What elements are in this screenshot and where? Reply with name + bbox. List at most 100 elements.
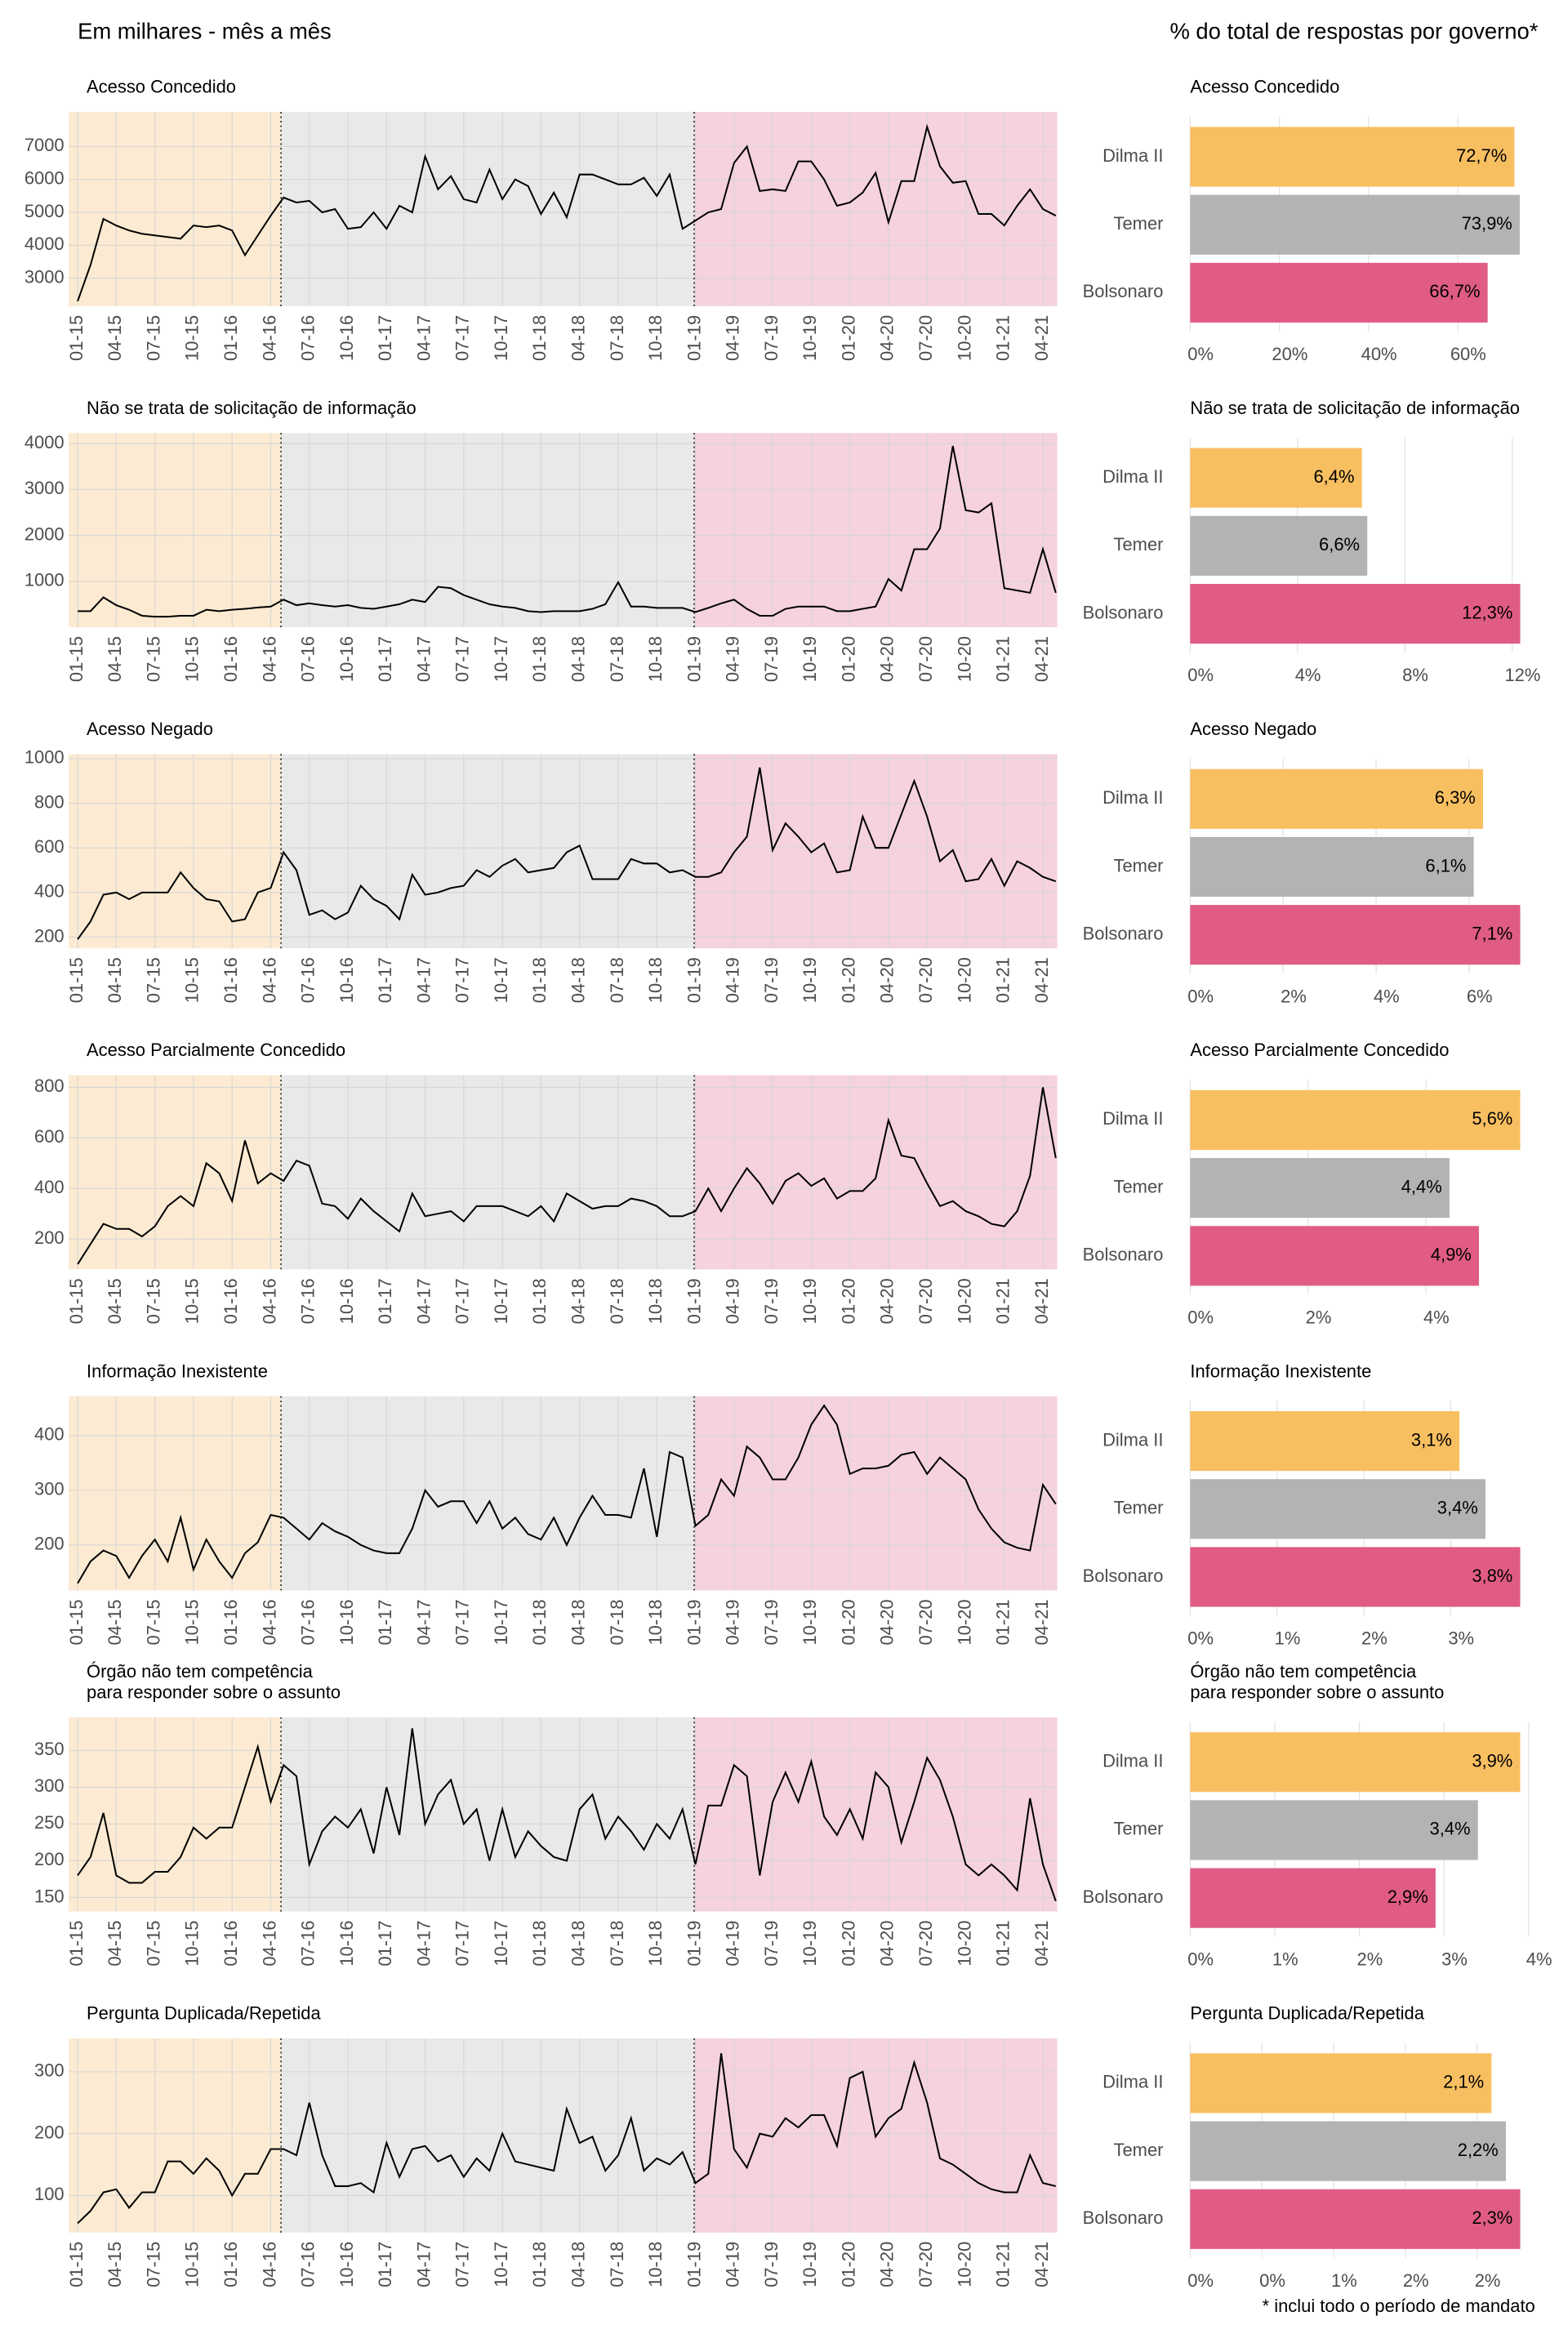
period-background xyxy=(281,1396,694,1591)
x-tick-label: 20% xyxy=(1272,344,1307,364)
x-tick-label: 01-17 xyxy=(375,1599,395,1645)
x-tick-label: 07-19 xyxy=(761,1921,782,1967)
x-tick-label: 01-19 xyxy=(684,1921,704,1967)
category-label: Temer xyxy=(1114,1498,1164,1518)
y-tick-label: 4000 xyxy=(24,432,65,452)
x-tick-label: 04-17 xyxy=(413,957,434,1003)
period-background xyxy=(69,433,282,627)
x-tick-label: 10-17 xyxy=(491,957,511,1003)
x-tick-label: 10-17 xyxy=(491,2242,511,2287)
y-tick-label: 7000 xyxy=(24,135,65,155)
x-tick-label: 0% xyxy=(1187,986,1214,1006)
x-tick-label: 01-19 xyxy=(684,315,704,361)
category-label: Dilma II xyxy=(1102,1429,1163,1450)
x-tick-label: 04-16 xyxy=(259,636,279,682)
bar xyxy=(1190,262,1488,323)
x-tick-label: 10-16 xyxy=(336,1921,357,1967)
x-tick-label: 1% xyxy=(1272,1949,1298,1970)
x-tick-label: 04-16 xyxy=(259,1921,279,1967)
x-tick-label: 01-20 xyxy=(838,1599,858,1645)
x-tick-label: 01-16 xyxy=(220,315,241,361)
x-tick-label: 4% xyxy=(1423,1307,1450,1327)
period-background xyxy=(69,2038,282,2233)
x-tick-label: 01-20 xyxy=(838,636,858,682)
y-tick-label: 200 xyxy=(34,925,65,946)
bar xyxy=(1190,1800,1478,1860)
x-tick-label: 04-19 xyxy=(723,315,743,361)
category-label: Dilma II xyxy=(1102,787,1163,808)
x-tick-label: 01-17 xyxy=(375,636,395,682)
value-label: 12,3% xyxy=(1462,602,1512,622)
x-tick-label: 10-15 xyxy=(182,1921,203,1967)
x-tick-label: 10-18 xyxy=(645,1599,666,1645)
x-tick-label: 04-15 xyxy=(105,1921,125,1967)
category-label: Temer xyxy=(1114,855,1164,875)
x-tick-label: 04-21 xyxy=(1031,957,1052,1003)
x-tick-label: 04-17 xyxy=(413,636,434,682)
y-tick-label: 6000 xyxy=(24,168,65,189)
x-tick-label: 10-18 xyxy=(645,2242,666,2287)
bar xyxy=(1190,515,1368,576)
x-tick-label: 04-17 xyxy=(413,1599,434,1645)
x-tick-label: 10-20 xyxy=(954,636,974,682)
bar xyxy=(1190,768,1483,829)
x-tick-label: 01-17 xyxy=(375,1278,395,1324)
x-tick-label: 04-15 xyxy=(105,315,125,361)
x-tick-label: 10-15 xyxy=(182,2242,203,2287)
value-label: 3,1% xyxy=(1411,1429,1452,1450)
x-tick-label: 10-16 xyxy=(336,315,357,361)
x-tick-label: 0% xyxy=(1259,2270,1285,2291)
x-tick-label: 10-19 xyxy=(800,957,820,1003)
x-tick-label: 07-18 xyxy=(607,1278,627,1324)
series-line xyxy=(77,2053,1057,2225)
value-label: 2,9% xyxy=(1388,1886,1428,1907)
x-tick-label: 04-17 xyxy=(413,1921,434,1967)
x-tick-label: 04-19 xyxy=(723,1278,743,1324)
y-tick-label: 5000 xyxy=(24,201,65,221)
x-tick-label: 10-15 xyxy=(182,1278,203,1324)
x-tick-label: 10-19 xyxy=(800,1278,820,1324)
panel-title: Órgão não tem competência xyxy=(87,1661,314,1682)
x-tick-label: 04-18 xyxy=(568,1599,588,1645)
category-label: Dilma II xyxy=(1102,466,1163,487)
x-tick-label: 04-16 xyxy=(259,1599,279,1645)
x-tick-label: 07-17 xyxy=(452,636,473,682)
period-background xyxy=(281,2038,694,2233)
x-tick-label: 10-16 xyxy=(336,1278,357,1324)
period-background xyxy=(281,1717,694,1912)
panel-title: Não se trata de solicitação de informaçã… xyxy=(87,398,416,418)
y-tick-label: 800 xyxy=(34,791,65,812)
value-label: 6,6% xyxy=(1319,534,1360,555)
x-tick-label: 01-21 xyxy=(993,1278,1013,1324)
x-tick-label: 07-17 xyxy=(452,957,473,1003)
category-label: Bolsonaro xyxy=(1083,2207,1164,2228)
panel-title: Pergunta Duplicada/Repetida xyxy=(1190,2003,1424,2024)
bar xyxy=(1190,1547,1521,1607)
y-tick-label: 400 xyxy=(34,881,65,902)
bar xyxy=(1190,2053,1492,2114)
x-tick-label: 10-16 xyxy=(336,636,357,682)
x-tick-label: 01-21 xyxy=(993,1599,1013,1645)
x-tick-label: 04-16 xyxy=(259,1278,279,1324)
x-tick-label: 04-19 xyxy=(723,1921,743,1967)
x-tick-label: 07-20 xyxy=(915,1921,936,1967)
x-tick-label: 01-17 xyxy=(375,315,395,361)
x-tick-label: 04-21 xyxy=(1031,315,1052,361)
x-tick-label: 3% xyxy=(1441,1949,1468,1970)
category-label: Temer xyxy=(1114,1176,1164,1196)
category-label: Bolsonaro xyxy=(1083,602,1164,622)
y-tick-label: 200 xyxy=(34,1849,65,1869)
x-tick-label: 04-18 xyxy=(568,2242,588,2287)
value-label: 72,7% xyxy=(1456,145,1507,166)
x-tick-label: 07-15 xyxy=(143,1599,163,1645)
category-label: Bolsonaro xyxy=(1083,923,1164,943)
series-line xyxy=(77,1087,1057,1265)
category-label: Bolsonaro xyxy=(1083,1566,1164,1586)
x-tick-label: 07-15 xyxy=(143,1278,163,1324)
bar xyxy=(1190,1158,1450,1218)
x-tick-label: 04-21 xyxy=(1031,1921,1052,1967)
x-tick-label: 01-15 xyxy=(66,2242,87,2287)
period-background xyxy=(693,433,1058,627)
x-tick-label: 0% xyxy=(1187,344,1214,364)
x-tick-label: 0% xyxy=(1187,2270,1214,2291)
